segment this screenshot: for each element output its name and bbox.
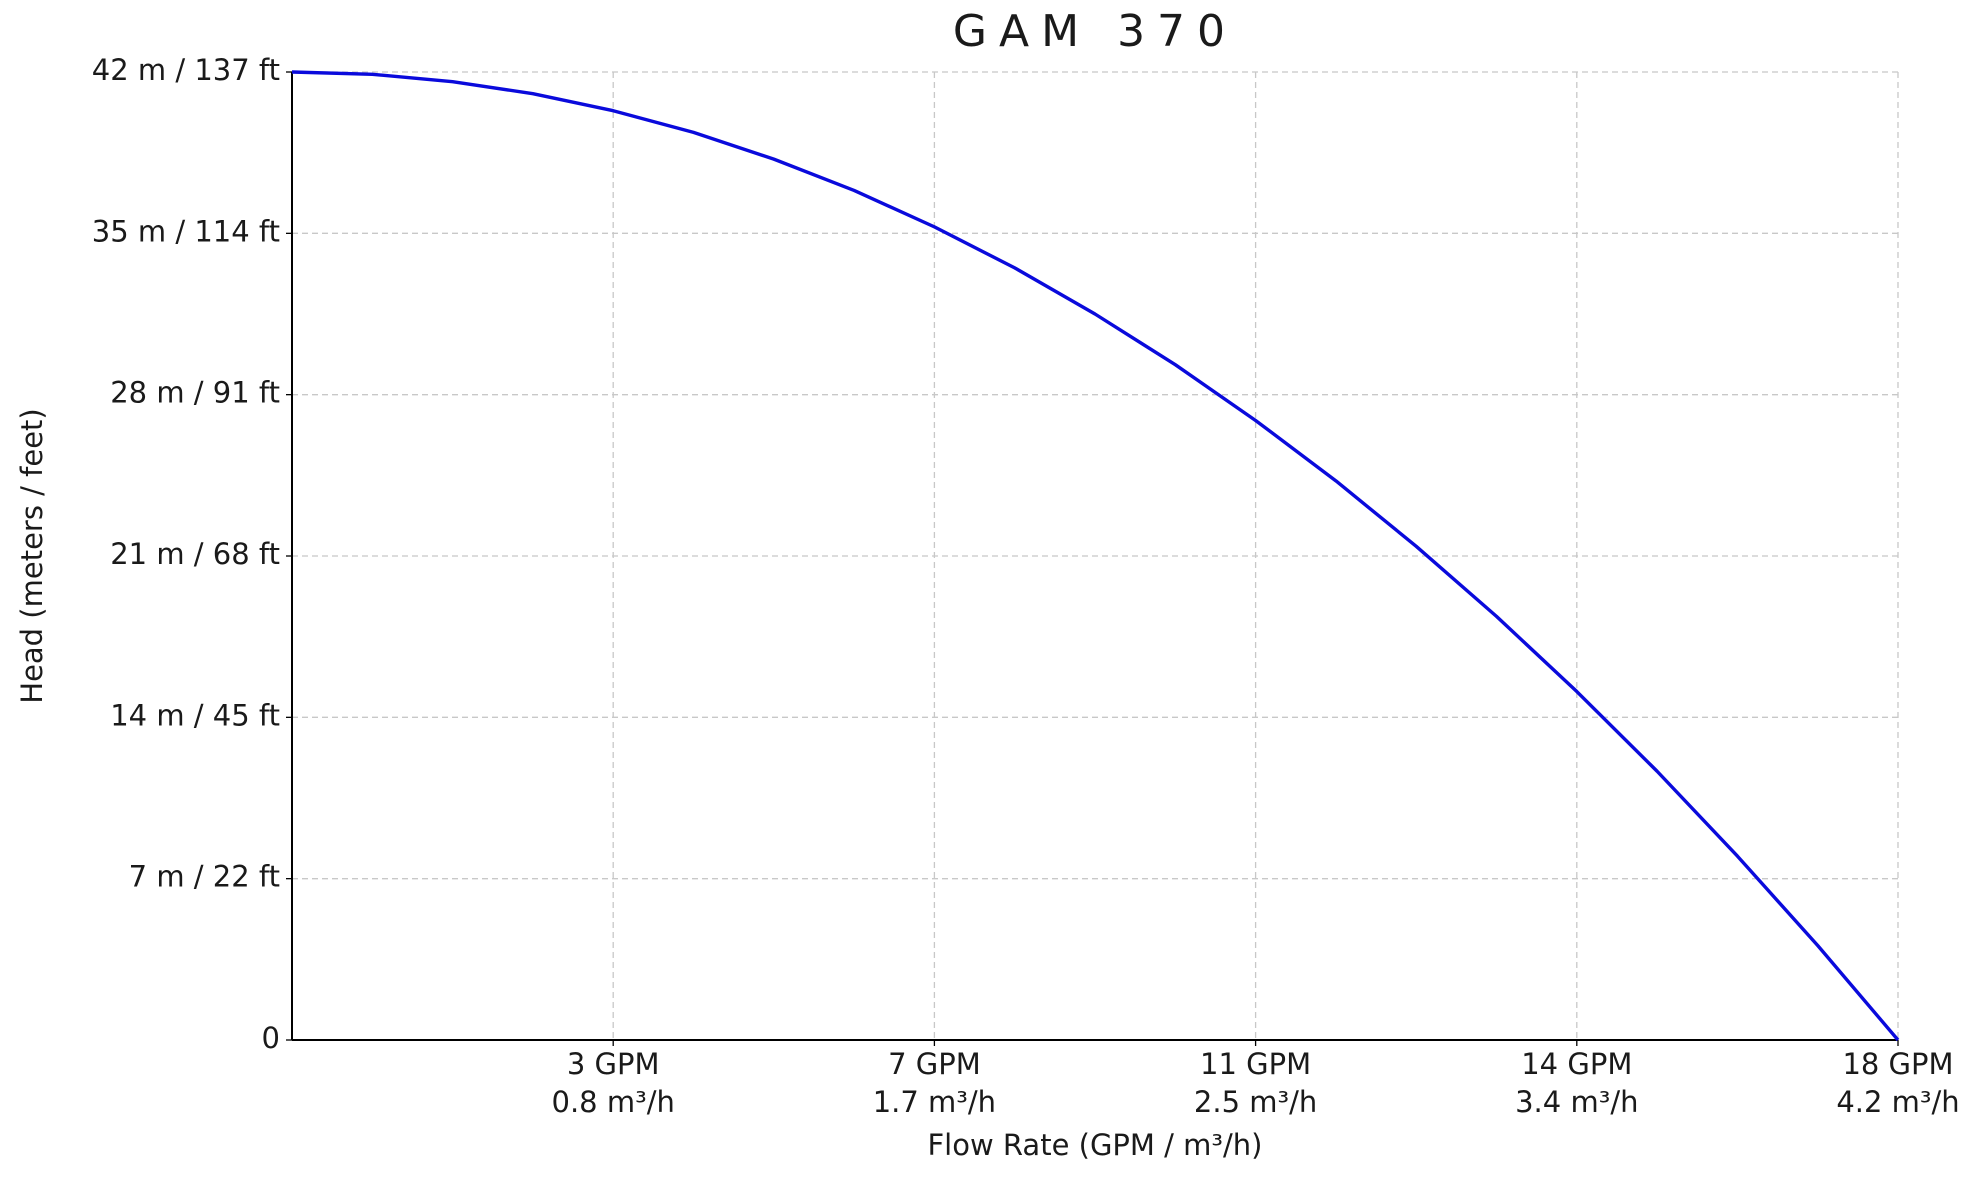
y-tick-label: 35 m / 114 ft [92, 214, 280, 248]
x-tick-label: 14 GPM [1521, 1047, 1632, 1081]
x-tick-label: 1.7 m³/h [873, 1085, 996, 1119]
y-tick-label: 7 m / 22 ft [129, 860, 280, 894]
y-tick-label: 42 m / 137 ft [92, 53, 280, 87]
y-tick-label: 21 m / 68 ft [110, 537, 280, 571]
x-tick-label: 7 GPM [888, 1047, 981, 1081]
x-axis-title: Flow Rate (GPM / m³/h) [928, 1128, 1263, 1162]
x-tick-label: 3 GPM [567, 1047, 660, 1081]
y-tick-label: 0 [262, 1021, 280, 1055]
chart-title: GAM 370 [953, 6, 1237, 57]
x-tick-label: 11 GPM [1200, 1047, 1311, 1081]
x-tick-label: 18 GPM [1842, 1047, 1953, 1081]
x-tick-label: 4.2 m³/h [1836, 1085, 1959, 1119]
x-tick-label: 3.4 m³/h [1515, 1085, 1638, 1119]
line-series [291, 70, 1900, 1042]
x-tick-label: 2.5 m³/h [1194, 1085, 1317, 1119]
y-axis-title: Head (meters / feet) [15, 408, 49, 703]
x-tick-label: 0.8 m³/h [552, 1085, 675, 1119]
y-tick-label: 14 m / 45 ft [110, 698, 280, 732]
y-tick-label: 28 m / 91 ft [110, 376, 280, 410]
